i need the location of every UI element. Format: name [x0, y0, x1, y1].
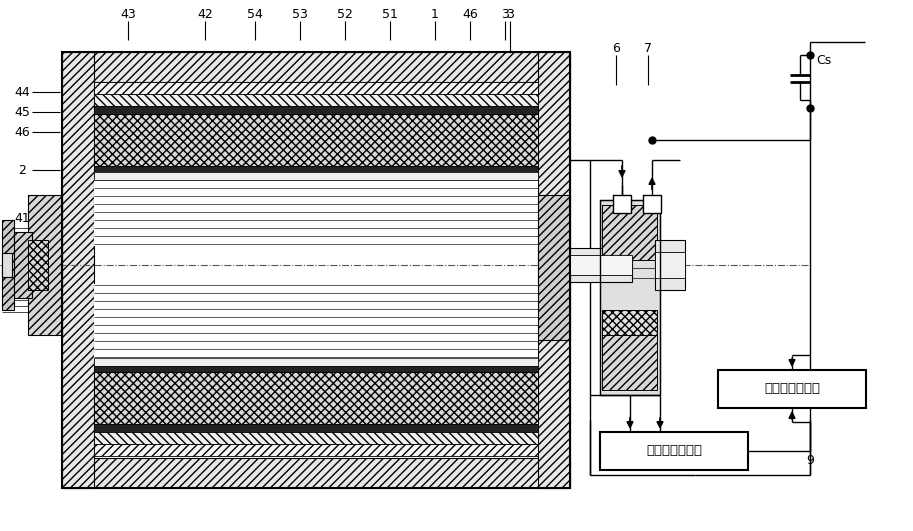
Text: 6: 6 — [612, 41, 620, 55]
Text: 42: 42 — [197, 7, 213, 21]
Bar — [94, 358, 538, 366]
Text: 53: 53 — [292, 7, 308, 21]
Bar — [2, 220, 14, 310]
Text: 3: 3 — [506, 7, 514, 21]
Bar — [2, 253, 12, 277]
Bar — [655, 252, 685, 278]
Bar — [602, 310, 657, 335]
Text: 41: 41 — [14, 211, 30, 225]
Text: 52: 52 — [337, 7, 353, 21]
Bar — [62, 52, 570, 82]
Bar — [94, 172, 538, 180]
Bar — [538, 52, 570, 488]
Bar — [62, 52, 94, 488]
Text: 43: 43 — [121, 7, 136, 21]
Text: 51: 51 — [382, 7, 398, 21]
Bar — [570, 255, 632, 275]
Text: 46: 46 — [462, 7, 477, 21]
Bar — [613, 195, 631, 213]
Bar — [94, 366, 538, 372]
Text: 第一功率变换器: 第一功率变换器 — [646, 444, 702, 458]
Bar — [602, 205, 657, 260]
Text: 9: 9 — [806, 453, 813, 467]
Bar — [62, 458, 570, 488]
Bar — [600, 200, 660, 395]
Bar — [62, 52, 570, 488]
Text: 54: 54 — [247, 7, 263, 21]
Text: 1: 1 — [431, 7, 439, 21]
Text: 45: 45 — [14, 106, 30, 118]
Bar — [94, 424, 538, 432]
Text: 第二功率变换器: 第二功率变换器 — [764, 382, 820, 396]
Bar — [655, 240, 685, 290]
Bar — [94, 114, 538, 166]
Bar — [718, 370, 866, 408]
Text: Cs: Cs — [816, 54, 831, 66]
Bar — [94, 284, 538, 359]
Text: 8: 8 — [696, 453, 704, 467]
Text: 44: 44 — [14, 85, 30, 98]
Bar — [28, 195, 62, 335]
Text: 7: 7 — [644, 41, 652, 55]
Bar — [28, 240, 48, 290]
Text: 46: 46 — [14, 125, 30, 139]
Bar — [10, 232, 32, 298]
Bar — [94, 444, 538, 456]
Bar — [94, 179, 538, 246]
Text: 2: 2 — [18, 164, 26, 176]
Bar — [600, 200, 660, 395]
Bar — [570, 248, 632, 282]
Bar — [94, 82, 538, 94]
Bar — [94, 106, 538, 114]
Bar — [538, 195, 570, 340]
Bar — [94, 166, 538, 172]
Bar — [94, 94, 538, 106]
Bar — [602, 330, 657, 390]
Text: 3: 3 — [501, 7, 509, 21]
Bar — [600, 432, 748, 470]
Bar — [643, 195, 661, 213]
Bar — [94, 432, 538, 444]
Bar — [94, 372, 538, 424]
